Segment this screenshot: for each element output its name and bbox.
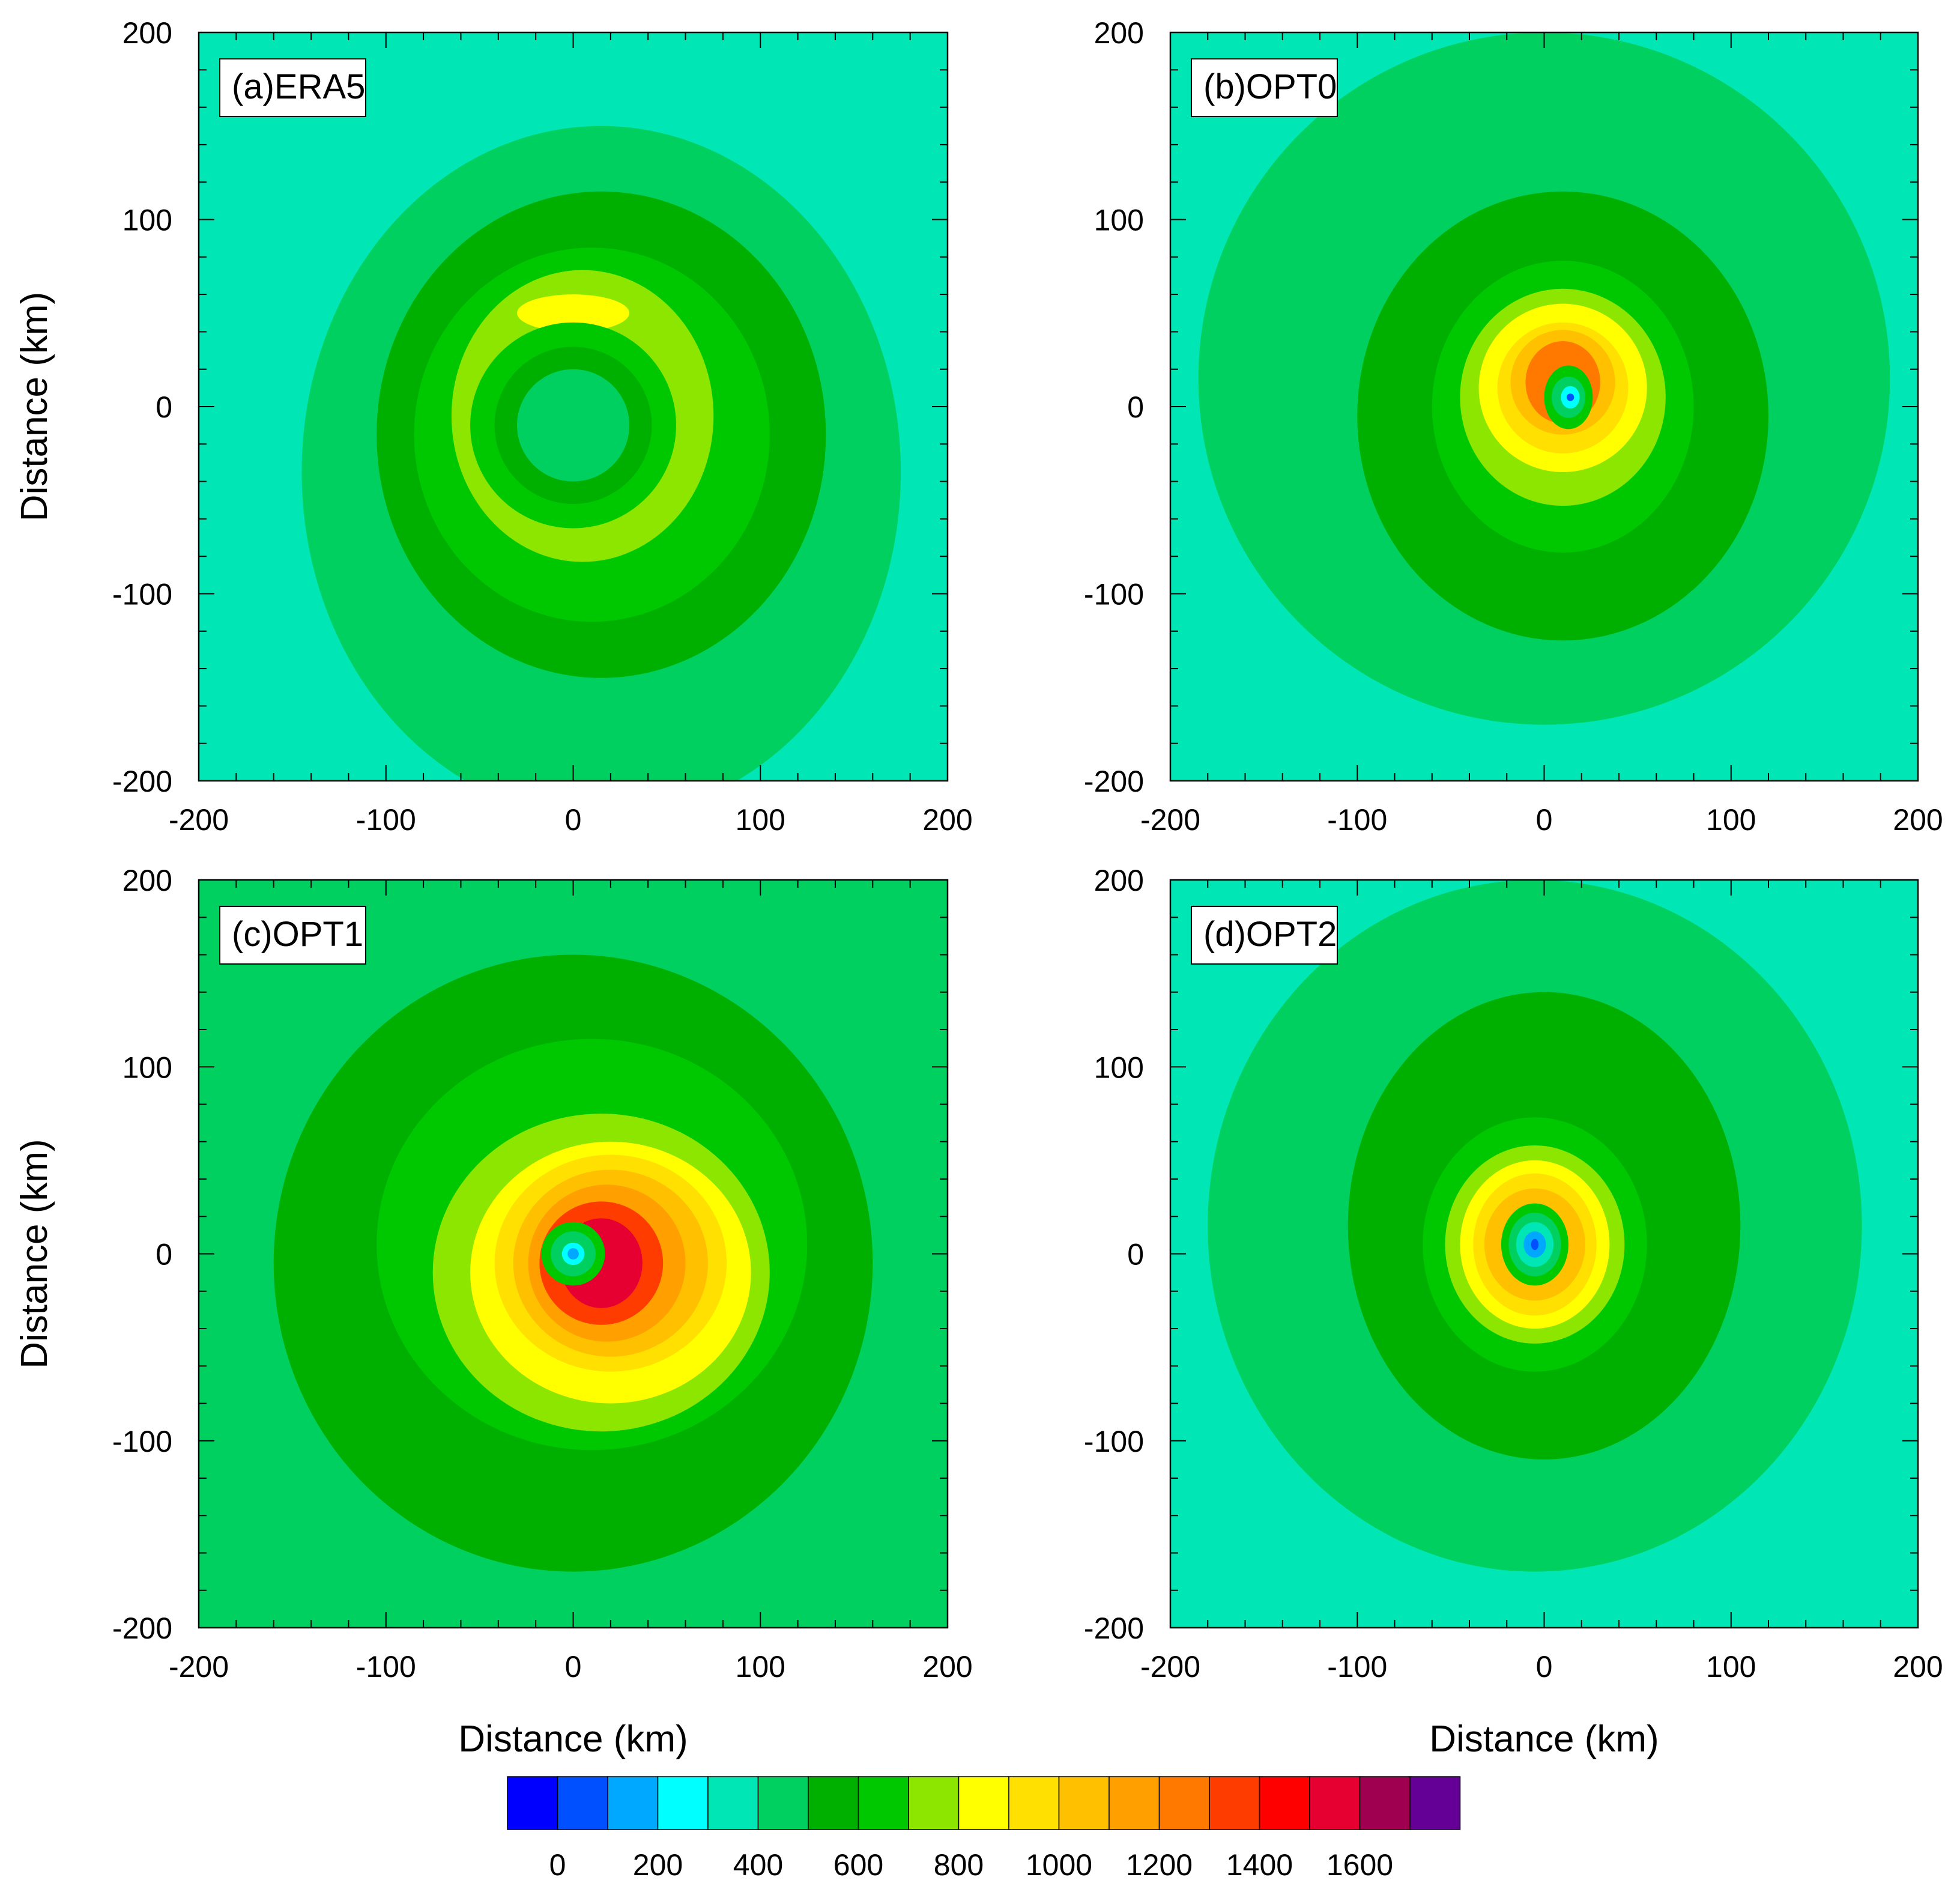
y-tick-label: -200	[112, 1612, 172, 1645]
colorbar-swatch	[1008, 1776, 1060, 1830]
y-tick-label: -100	[1084, 578, 1144, 611]
panel-label: (d)OPT2	[1203, 915, 1337, 954]
panel-label: (a)ERA5	[232, 67, 365, 106]
y-tick-label: 200	[1094, 864, 1144, 897]
panel-label-box	[219, 906, 366, 965]
x-tick-label: -100	[1327, 1650, 1387, 1684]
y-tick-label: -200	[112, 765, 172, 798]
panel-label: (c)OPT1	[232, 915, 363, 954]
panel-label-box	[219, 58, 366, 117]
x-tick-label: 200	[1893, 803, 1943, 837]
colorbar-swatch	[1359, 1776, 1411, 1830]
y-tick-label: 0	[156, 1238, 172, 1272]
panel-label: (b)OPT0	[1203, 67, 1337, 106]
x-tick-label: 100	[1706, 1650, 1756, 1684]
x-tick-label: 200	[1893, 1650, 1943, 1684]
y-tick-label: -200	[1084, 765, 1144, 798]
colorbar-swatch	[1158, 1776, 1210, 1830]
x-tick-label: 0	[1536, 803, 1553, 837]
colorbar-swatch	[908, 1776, 960, 1830]
x-axis-title: Distance (km)	[1429, 1718, 1659, 1760]
colorbar-swatch	[757, 1776, 809, 1830]
colorbar-swatch	[607, 1776, 659, 1830]
x-tick-label: 0	[565, 803, 582, 837]
x-tick-label: 100	[736, 1650, 785, 1684]
y-tick-label: -200	[1084, 1612, 1144, 1645]
panel-label-box	[1191, 58, 1338, 117]
y-tick-label: 200	[122, 864, 172, 897]
x-tick-label: 100	[736, 803, 785, 837]
panel-2: -200 -100 0 100 200 200 100 0 -100 -200 (b)OPT0	[1084, 16, 1943, 837]
colorbar-label: 1000	[1026, 1848, 1092, 1882]
x-tick-label: -200	[1140, 803, 1200, 837]
y-tick-label: -100	[112, 1425, 172, 1458]
y-axis-title: Distance (km)	[14, 292, 55, 521]
colorbar-label: 800	[934, 1848, 984, 1882]
colorbar-swatch	[1259, 1776, 1310, 1830]
y-tick-label: -100	[112, 578, 172, 611]
contour-band-12	[1566, 393, 1574, 401]
axis-ticks	[198, 32, 948, 781]
colorbar-label: 200	[633, 1848, 683, 1882]
colorbar-swatch	[1409, 1776, 1461, 1830]
x-axis-title: Distance (km)	[458, 1718, 688, 1760]
colorbar-swatch	[808, 1776, 859, 1830]
colorbar-label: 1400	[1226, 1848, 1293, 1882]
contour-field	[199, 32, 948, 781]
x-tick-label: -200	[169, 803, 229, 837]
colorbar-swatch	[958, 1776, 1009, 1830]
y-tick-label: 100	[1094, 1051, 1144, 1084]
colorbar: 0 200 400 600 800 1000 1200 1400 1600	[507, 1776, 1461, 1882]
panel-4: -200 -100 0 100 200 200 100 0 -100 -200 (d)OPT2 Dis…	[1084, 864, 1943, 1760]
contour-band-12	[1531, 1239, 1539, 1251]
x-tick-label: 0	[1536, 1650, 1553, 1684]
y-tick-label: 100	[122, 1051, 172, 1084]
colorbar-swatch	[1209, 1776, 1260, 1830]
y-tick-label: 100	[1094, 204, 1144, 237]
contour-band-8	[516, 369, 630, 482]
axis-ticks	[1170, 32, 1919, 781]
colorbar-label: 1200	[1126, 1848, 1193, 1882]
colorbar-label: 600	[833, 1848, 883, 1882]
x-tick-label: -200	[1140, 1650, 1200, 1684]
x-tick-label: -200	[169, 1650, 229, 1684]
colorbar-swatch	[1058, 1776, 1110, 1830]
y-tick-label: 200	[122, 16, 172, 50]
colorbar-label: 400	[733, 1848, 783, 1882]
colorbar-label: 1600	[1326, 1848, 1393, 1882]
panel-3: -200 -100 0 100 200 200 100 0 -100 -200 (c)OPT1 Dis…	[14, 864, 973, 1760]
y-tick-label: 100	[122, 204, 172, 237]
x-tick-label: -100	[356, 803, 416, 837]
y-axis-title: Distance (km)	[14, 1139, 55, 1368]
colorbar-swatch	[657, 1776, 709, 1830]
x-tick-label: 200	[922, 803, 972, 837]
y-tick-label: -100	[1084, 1425, 1144, 1458]
colorbar-swatch	[858, 1776, 909, 1830]
colorbar-swatch	[1109, 1776, 1160, 1830]
colorbar-label: 0	[549, 1848, 566, 1882]
y-tick-label: 200	[1094, 16, 1144, 50]
contour-field	[1170, 880, 1918, 1628]
x-tick-label: 0	[565, 1650, 582, 1684]
colorbar-swatch	[507, 1776, 558, 1830]
x-tick-label: -100	[356, 1650, 416, 1684]
y-tick-label: 0	[156, 390, 172, 424]
colorbar-swatch	[1309, 1776, 1361, 1830]
y-tick-label: 0	[1127, 390, 1144, 424]
axis-ticks	[198, 879, 948, 1628]
contour-field	[199, 880, 948, 1628]
contour-band-13	[567, 1248, 579, 1260]
x-tick-label: -100	[1327, 803, 1387, 837]
x-tick-label: 100	[1706, 803, 1756, 837]
colorbar-swatch	[557, 1776, 608, 1830]
panel-1: -200 -100 0 100 200 200 100 0 -100 -200 (a)ERA5 Dis…	[14, 16, 973, 837]
x-tick-label: 200	[922, 1650, 972, 1684]
panel-label-box	[1191, 906, 1338, 965]
contour-field	[1170, 32, 1918, 781]
axis-ticks	[1170, 879, 1919, 1628]
colorbar-swatch	[707, 1776, 759, 1830]
contour-band-5	[516, 294, 630, 332]
y-tick-label: 0	[1127, 1238, 1144, 1272]
